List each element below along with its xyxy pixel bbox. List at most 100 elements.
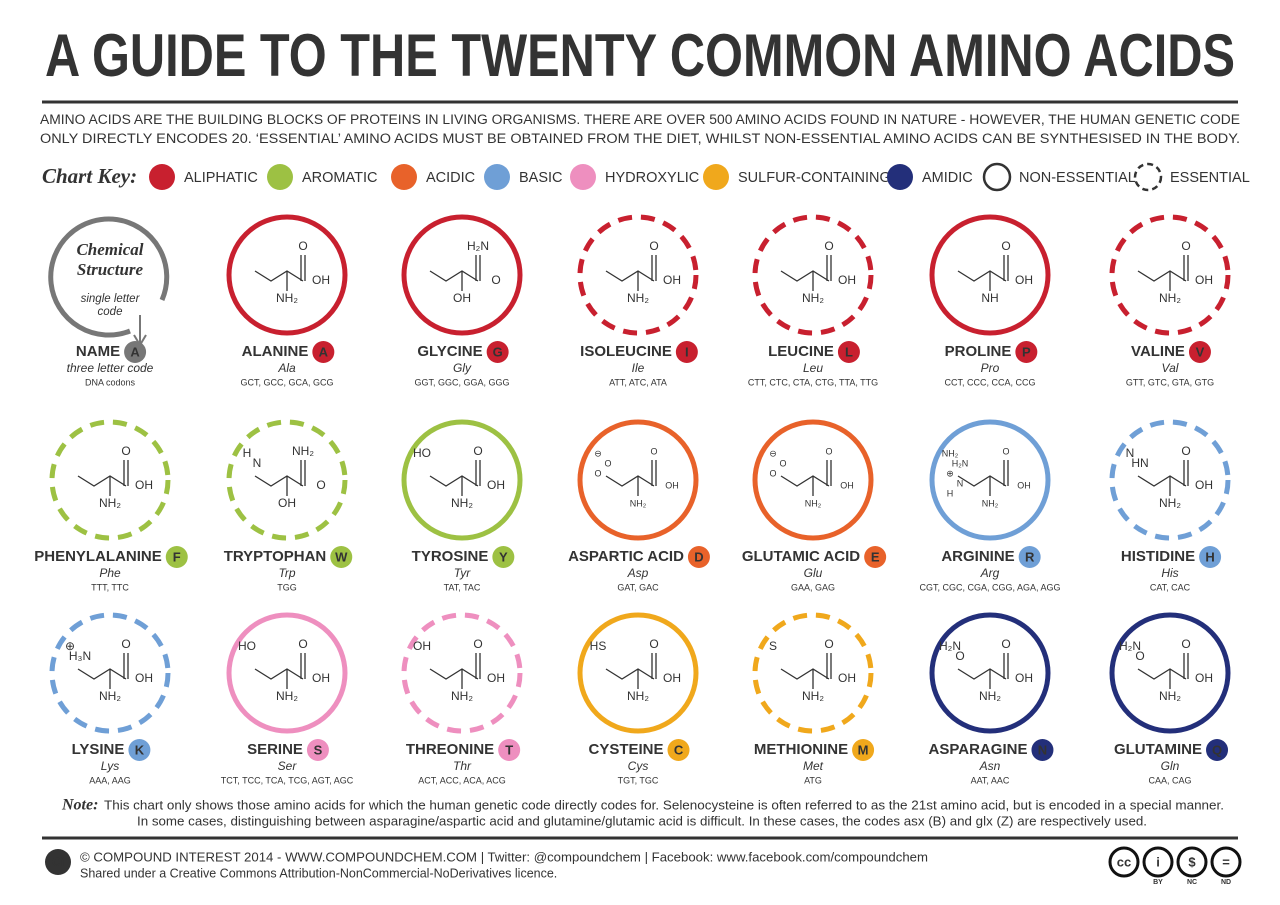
letter: D <box>694 549 703 564</box>
key-label-item: HYDROXYLIC <box>605 170 699 186</box>
atom-label: OH <box>453 291 471 305</box>
atom-label: OH <box>838 671 856 685</box>
atom-label: NH₂ <box>1159 689 1181 703</box>
amino-name: PROLINE <box>945 343 1012 360</box>
structure-ring <box>401 612 523 734</box>
three-letter-code: Tyr <box>454 566 471 580</box>
codons: ATG <box>804 775 822 785</box>
atom-label: H₂N <box>952 458 969 468</box>
atom-label: OH <box>1015 671 1033 685</box>
structure-ring <box>49 419 171 541</box>
atom-label: OH <box>1195 671 1213 685</box>
skeleton <box>1137 653 1189 689</box>
amino-name: SERINE <box>247 741 303 758</box>
letter: K <box>135 742 145 757</box>
letter-badge <box>498 739 521 761</box>
key-swatch <box>391 164 417 190</box>
skeleton <box>780 255 832 291</box>
codons: GTT, GTC, GTA, GTG <box>1126 377 1214 387</box>
atom-label: NH <box>981 291 998 305</box>
codons: AAT, AAC <box>971 775 1010 785</box>
three-letter-code: Asn <box>979 759 1001 773</box>
letter-badge <box>306 739 329 761</box>
structure-ring <box>577 612 699 734</box>
three-letter-code: Thr <box>453 759 472 773</box>
codons: TAT, TAC <box>444 582 481 592</box>
atom-label: H₂N <box>1119 639 1141 653</box>
atom-label: OH <box>487 478 505 492</box>
amino-name: VALINE <box>1131 343 1185 360</box>
three-letter-code: Glu <box>804 566 823 580</box>
atom-label: NH₂ <box>627 291 649 305</box>
letter: G <box>493 344 503 359</box>
structure-ring <box>49 612 171 734</box>
skeleton <box>1137 460 1189 496</box>
letter: P <box>1022 344 1031 359</box>
atom-label: O <box>769 468 776 478</box>
atom-label: HO <box>413 446 431 460</box>
key-swatch <box>982 162 1012 192</box>
note-label: Note: <box>61 797 98 814</box>
three-letter-code: Leu <box>803 361 823 375</box>
badge-label: ND <box>1221 879 1231 886</box>
atom-label: NH₂ <box>802 689 824 703</box>
example-letter-note: single letter <box>81 293 141 305</box>
key-swatch <box>1133 162 1163 192</box>
skeleton <box>77 460 129 496</box>
atom-label: NH₂ <box>982 498 999 508</box>
three-letter-code: three letter code <box>67 361 154 375</box>
atom-label: OH <box>665 480 679 490</box>
atom-label: H₂N <box>939 639 961 653</box>
letter: F <box>173 549 181 564</box>
atom-label: N <box>1126 446 1135 460</box>
structure-ring <box>752 419 874 541</box>
licence-badge <box>1108 846 1140 878</box>
letter: C <box>674 742 684 757</box>
letter-badge <box>486 341 509 363</box>
key-swatch <box>887 164 913 190</box>
codons: CAT, CAC <box>1150 582 1191 592</box>
three-letter-code: Trp <box>278 566 295 580</box>
atom-label: NH₂ <box>99 689 121 703</box>
three-letter-code: Cys <box>628 759 649 773</box>
key-swatch <box>267 164 293 190</box>
key-label-item: AROMATIC <box>302 170 377 186</box>
letter: A <box>319 344 329 359</box>
letter: V <box>1196 344 1205 359</box>
atom-label: OH <box>1195 478 1213 492</box>
skeleton <box>254 460 306 496</box>
letter-badge <box>1188 341 1211 363</box>
three-letter-code: Ser <box>278 759 298 773</box>
letter: S <box>314 742 323 757</box>
skeleton <box>957 460 1009 496</box>
letter-badge <box>687 546 710 568</box>
three-letter-code: Ile <box>632 361 645 375</box>
codons: ACT, ACC, ACA, ACG <box>418 775 506 785</box>
atom-label: NH₂ <box>451 689 473 703</box>
letter-badge <box>124 341 147 363</box>
skeleton <box>605 653 657 689</box>
licence-badge <box>1176 846 1208 878</box>
badge-symbol: i <box>1156 854 1160 869</box>
letter: Y <box>499 549 508 564</box>
letter: A <box>130 344 140 359</box>
amino-name: NAME <box>76 343 120 360</box>
three-letter-code: Met <box>803 759 824 773</box>
atom-label: NH₂ <box>276 689 298 703</box>
amino-name: ASPARAGINE <box>929 741 1028 758</box>
atom-label: O <box>1001 637 1010 651</box>
atom-label: ⊖ <box>594 448 602 458</box>
letter: H <box>1205 549 1214 564</box>
three-letter-code: Arg <box>980 566 1000 580</box>
atom-label: NH₂ <box>979 689 1001 703</box>
structure-ring <box>1109 419 1231 541</box>
letter-badge <box>165 546 188 568</box>
atom-label: OH <box>1195 273 1213 287</box>
structure-ring <box>752 612 874 734</box>
atom-label: HS <box>590 639 607 653</box>
three-letter-code: Ala <box>277 361 296 375</box>
letter: L <box>845 344 853 359</box>
amino-name: LEUCINE <box>768 343 834 360</box>
credit: © COMPOUND INTEREST 2014 - WWW.COMPOUNDC… <box>80 849 928 864</box>
atom-label: NH₂ <box>627 689 649 703</box>
